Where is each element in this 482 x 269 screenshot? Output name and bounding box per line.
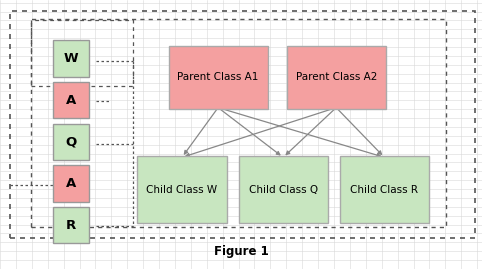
Text: Q: Q xyxy=(66,135,77,148)
Text: A: A xyxy=(66,177,76,190)
FancyBboxPatch shape xyxy=(53,124,89,160)
Bar xyxy=(31,20,133,86)
FancyBboxPatch shape xyxy=(137,156,227,223)
FancyBboxPatch shape xyxy=(53,40,89,77)
Bar xyxy=(10,11,475,238)
FancyBboxPatch shape xyxy=(287,46,386,109)
Text: W: W xyxy=(64,52,79,65)
FancyBboxPatch shape xyxy=(169,46,268,109)
FancyBboxPatch shape xyxy=(53,207,89,243)
Text: Child Class W: Child Class W xyxy=(147,185,217,195)
FancyBboxPatch shape xyxy=(53,165,89,202)
Text: Child Class Q: Child Class Q xyxy=(249,185,318,195)
Text: Parent Class A2: Parent Class A2 xyxy=(295,72,377,82)
Text: Figure 1: Figure 1 xyxy=(214,245,268,258)
Text: R: R xyxy=(66,219,76,232)
Text: Parent Class A1: Parent Class A1 xyxy=(177,72,259,82)
FancyBboxPatch shape xyxy=(239,156,328,223)
FancyBboxPatch shape xyxy=(340,156,429,223)
FancyBboxPatch shape xyxy=(53,82,89,118)
Bar xyxy=(31,19,446,227)
Text: A: A xyxy=(66,94,76,107)
Text: Child Class R: Child Class R xyxy=(350,185,418,195)
